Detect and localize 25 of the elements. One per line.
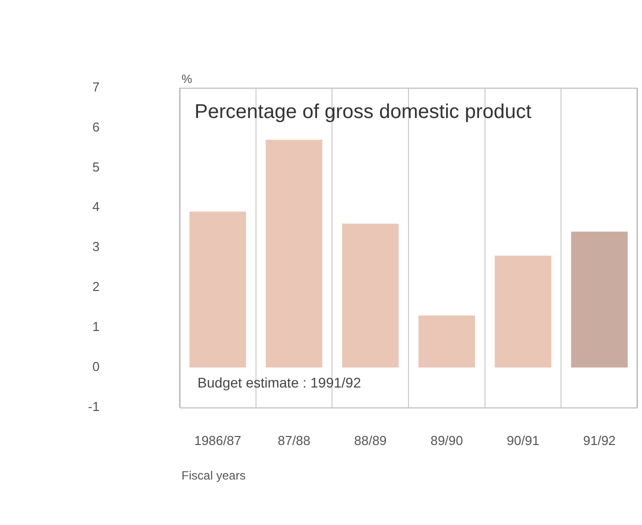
bar — [342, 224, 399, 368]
y-tick-label: -1 — [88, 398, 100, 414]
y-tick-label: 7 — [92, 79, 100, 94]
y-tick-label: 0 — [92, 359, 100, 374]
y-tick-label: 1 — [92, 319, 100, 334]
annotation: Budget estimate : 1991/92 — [198, 374, 362, 390]
y-tick-label: 2 — [92, 279, 100, 294]
bar — [571, 232, 628, 368]
x-tick-label: 88/89 — [354, 432, 387, 448]
x-tick-label: 91/92 — [583, 432, 616, 448]
y-axis-title: % — [182, 72, 193, 86]
x-tick-label: 87/88 — [278, 432, 310, 448]
y-tick-label: 5 — [92, 159, 100, 174]
bar — [266, 140, 322, 368]
text: Percentage of gross domestic product — [194, 100, 532, 123]
x-axis-title: Fiscal years — [182, 468, 246, 482]
y-tick-label: 6 — [92, 119, 100, 134]
x-tick-label: 90/91 — [506, 432, 540, 448]
y-tick-label: 4 — [92, 199, 100, 214]
bar — [418, 316, 476, 368]
x-tick-label: 1986/87 — [194, 432, 242, 448]
bar — [189, 212, 246, 368]
bar — [494, 256, 552, 368]
y-tick-label: 3 — [92, 239, 100, 254]
x-tick-label: 89/90 — [430, 432, 464, 448]
